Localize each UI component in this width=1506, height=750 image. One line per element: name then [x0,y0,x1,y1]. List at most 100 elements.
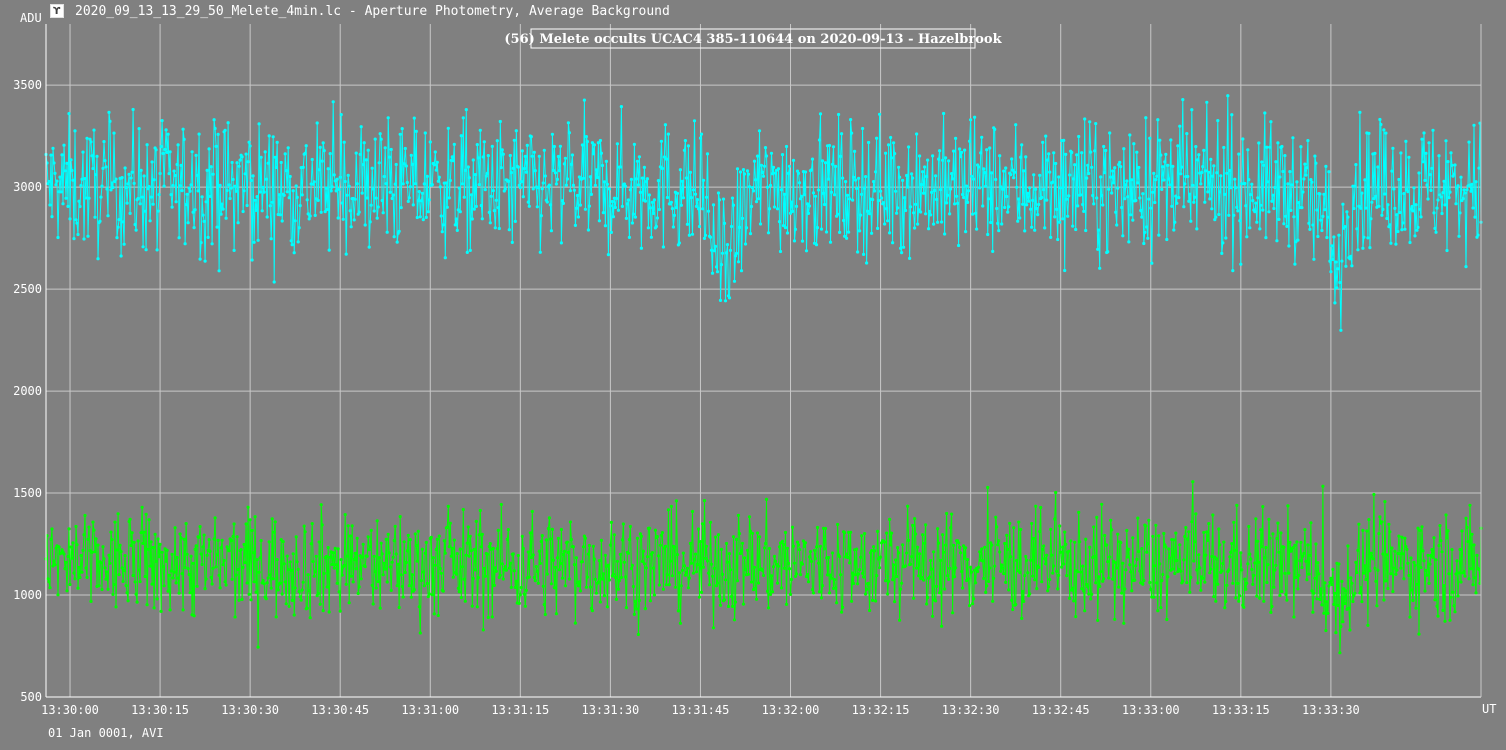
data-point [1188,590,1192,594]
data-point [613,205,618,210]
data-point [647,193,652,197]
data-point [1434,230,1438,234]
data-point [1066,214,1070,218]
data-point [1062,562,1066,566]
data-point [671,225,676,229]
data-point [732,618,737,622]
data-point [680,179,685,183]
data-point [852,581,856,586]
data-point [395,584,399,588]
data-point [339,113,343,117]
data-point [468,248,472,252]
chart-title: (56) Melete occults UCAC4 385-110644 on … [504,32,1002,47]
data-point [796,543,801,547]
data-point [794,572,799,576]
data-point [1253,210,1257,214]
data-point [1394,572,1398,576]
data-point [372,209,376,213]
data-point [430,183,434,187]
data-point [1151,534,1155,539]
data-point [1203,200,1207,204]
data-point [789,200,794,204]
data-point [820,584,825,588]
data-point [1259,528,1263,532]
data-point [409,595,413,599]
data-point [1031,198,1035,202]
data-point [1414,203,1418,207]
data-point [1094,122,1098,126]
data-point [714,265,719,269]
data-point [716,533,721,537]
data-point [229,539,233,543]
data-point [265,581,269,585]
data-point [969,565,973,569]
data-point [709,562,714,566]
data-point [1114,561,1118,565]
data-point [161,151,165,156]
data-point [1369,217,1373,221]
data-point [497,226,501,231]
data-point [1087,592,1091,596]
data-point [934,174,938,178]
data-point [775,581,780,585]
data-point [1384,131,1388,135]
data-point [1015,558,1019,563]
data-point [1042,188,1046,192]
data-point [1071,224,1075,228]
data-point [121,579,125,584]
data-point [815,525,820,530]
data-point [1113,617,1117,621]
data-point [201,213,205,217]
x-tick-label: 13:30:45 [311,703,369,717]
data-point [1455,559,1459,563]
data-point [1403,536,1407,540]
data-point [928,575,932,579]
data-point [288,174,292,179]
data-point [744,226,749,230]
data-point [355,536,359,540]
data-point [279,160,283,165]
x-tick-label: 13:31:30 [581,703,639,717]
data-point [651,566,656,570]
data-point [573,223,578,227]
data-point [362,141,366,145]
data-point [1237,152,1241,156]
data-point [916,545,920,549]
data-point [245,581,249,585]
data-point [1192,200,1196,204]
data-point [657,583,662,587]
data-point [1314,161,1318,165]
x-tick-label: 13:32:45 [1032,703,1090,717]
data-point [990,543,994,547]
data-point [792,239,797,243]
data-point [331,551,335,555]
data-point [682,564,687,568]
data-point [314,554,318,559]
data-point [1314,542,1318,546]
data-point [1097,228,1101,232]
data-point [813,194,818,198]
data-point [740,541,745,545]
data-point [327,610,331,614]
data-point [935,584,939,589]
data-point [1220,251,1224,255]
data-point [492,209,496,213]
data-point [117,218,121,222]
data-point [790,209,795,213]
data-point [1278,175,1282,179]
data-point [1342,587,1346,591]
data-point [535,569,539,573]
data-point [1178,124,1182,128]
data-point [995,206,999,211]
data-point [283,580,287,584]
data-point [202,533,206,537]
data-point [479,203,483,208]
data-point [372,554,376,559]
data-point [177,591,181,595]
data-point [985,148,989,152]
data-point [392,539,396,543]
data-point [771,165,776,169]
data-point [1209,157,1213,161]
data-point [856,582,860,586]
data-point [578,589,583,593]
